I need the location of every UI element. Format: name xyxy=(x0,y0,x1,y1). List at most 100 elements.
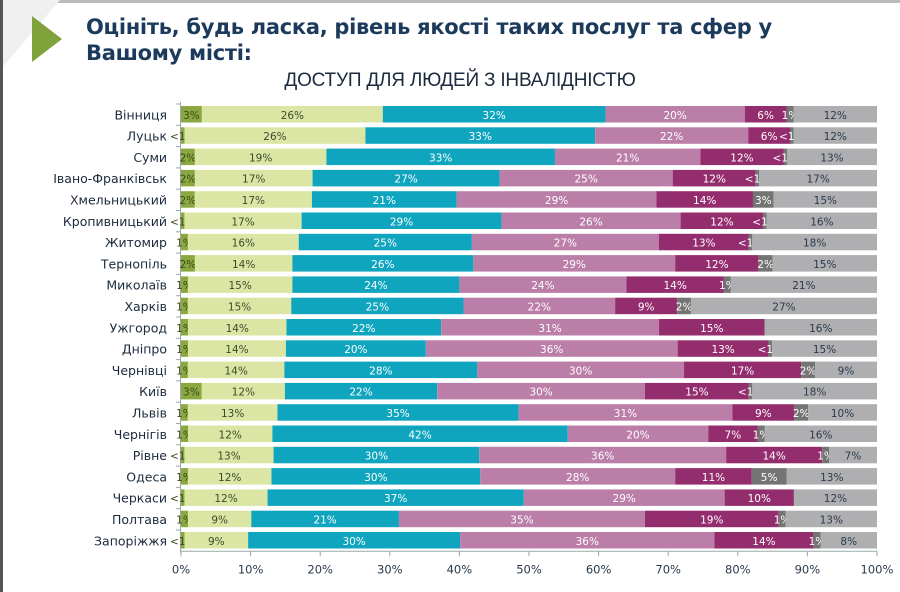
bar-segment-segment-6 xyxy=(748,382,753,400)
bar-segment-segment-4 xyxy=(499,169,673,187)
bar-segment-segment-4 xyxy=(477,361,685,379)
bar-segment-segment-7 xyxy=(772,340,877,357)
bar-segment-segment-3 xyxy=(248,532,461,549)
bar-segment-segment-4 xyxy=(595,127,749,144)
bar-segment-segment-2 xyxy=(184,446,274,464)
bar-segment-segment-5 xyxy=(645,382,749,400)
data-label: 29% xyxy=(563,259,586,271)
bar-segment-segment-7 xyxy=(752,233,877,251)
data-label: 14% xyxy=(762,451,785,463)
category-label: Миколаїв xyxy=(106,278,167,293)
data-label: 21% xyxy=(313,514,336,526)
bar-segment-segment-2 xyxy=(187,468,272,485)
bar-segment-segment-3 xyxy=(251,510,399,528)
data-label: 12% xyxy=(214,493,237,505)
bar-segment-segment-4 xyxy=(473,255,676,272)
data-label: 25% xyxy=(366,301,389,313)
data-label: 24% xyxy=(531,280,554,292)
category-label: Житомир xyxy=(105,235,167,250)
bar-segment-segment-5 xyxy=(700,148,784,166)
data-label: 33% xyxy=(429,152,452,164)
bar-segment-segment-1 xyxy=(181,106,202,123)
data-label: 14% xyxy=(225,344,248,356)
bar-segment-segment-3 xyxy=(267,489,524,506)
data-label: 14% xyxy=(224,365,247,377)
data-label: 17% xyxy=(242,174,265,186)
data-label: 12% xyxy=(218,472,241,484)
data-label: 7% xyxy=(725,429,742,441)
bar-segment-segment-4 xyxy=(441,319,660,336)
data-label: 26% xyxy=(263,131,286,143)
data-label: 2% xyxy=(180,195,197,207)
bar-segment-segment-3 xyxy=(273,446,480,464)
bar-segment-segment-1 xyxy=(181,340,188,357)
x-tick-label: 30% xyxy=(377,562,403,576)
data-label: 3% xyxy=(755,195,772,207)
data-label: 13% xyxy=(221,408,244,420)
data-label: 15% xyxy=(228,301,251,313)
bar-segment-segment-4 xyxy=(605,106,745,123)
bar-segment-segment-7 xyxy=(785,510,877,528)
data-label: 18% xyxy=(803,387,826,399)
bar-segment-segment-3 xyxy=(292,255,474,272)
data-label: 15% xyxy=(700,323,723,335)
bar-segment-segment-3 xyxy=(277,404,519,421)
bar-segment-segment-1 xyxy=(181,233,188,251)
data-label: 29% xyxy=(390,216,413,228)
data-label: 8% xyxy=(840,536,857,548)
bar-segment-segment-7 xyxy=(766,212,877,229)
bar-segment-segment-2 xyxy=(187,404,278,421)
bar-segment-segment-5 xyxy=(672,169,756,187)
data-label: 20% xyxy=(663,110,686,122)
bar-segment-segment-1 xyxy=(181,425,189,442)
x-tick-label: 20% xyxy=(307,562,333,576)
x-tick-label: 0% xyxy=(172,562,190,576)
chart-title: ДОСТУП ДЛЯ ЛЮДЕЙ З ІНВАЛІДНІСТЮ xyxy=(284,70,636,91)
data-label: 22% xyxy=(528,301,551,313)
data-label: 19% xyxy=(700,514,723,526)
data-label: 6% xyxy=(757,110,774,122)
bar-segment-segment-3 xyxy=(311,191,457,208)
data-label: 22% xyxy=(349,387,372,399)
bar-segment-segment-4 xyxy=(398,510,645,528)
bar-segment-segment-6 xyxy=(783,148,787,166)
category-label: Київ xyxy=(139,384,167,399)
data-label: 12% xyxy=(219,429,242,441)
data-label: 22% xyxy=(352,323,375,335)
bar-segment-segment-6 xyxy=(751,468,787,485)
bar-segment-segment-7 xyxy=(764,319,877,336)
bar-segment-segment-6 xyxy=(758,255,773,272)
bar-segment-segment-2 xyxy=(187,361,285,379)
slide-title: Оцініть, будь ласка, рівень якості таких… xyxy=(86,15,772,65)
data-label: 12% xyxy=(824,493,847,505)
bar-segment-segment-4 xyxy=(456,191,657,208)
bar-segment-segment-6 xyxy=(757,425,765,442)
bar-segment-segment-7 xyxy=(820,532,877,549)
bar-segment-segment-5 xyxy=(726,446,823,464)
bar-segment-segment-6 xyxy=(768,340,773,357)
bar-segment-segment-7 xyxy=(772,255,877,272)
bar-segment-segment-6 xyxy=(822,446,829,464)
bar-segment-segment-6 xyxy=(763,212,767,229)
bar-segment-segment-1 xyxy=(181,319,189,336)
bar-segment-segment-5 xyxy=(724,489,794,506)
bar-segment-segment-7 xyxy=(814,361,877,379)
bar-segment-segment-6 xyxy=(677,297,691,315)
data-label: 32% xyxy=(483,110,506,122)
data-label: 2% xyxy=(180,174,197,186)
bar-segment-segment-7 xyxy=(793,127,877,144)
bar-segment-segment-4 xyxy=(463,297,616,315)
x-tick-label: 10% xyxy=(238,562,264,576)
data-label: 2% xyxy=(800,365,817,377)
data-label: 29% xyxy=(613,493,636,505)
bar-segment-segment-2 xyxy=(187,233,299,251)
data-label: 2% xyxy=(757,259,774,271)
data-label: 2% xyxy=(793,408,810,420)
category-label: Чернігів xyxy=(114,427,167,442)
bar-segment-segment-4 xyxy=(437,382,645,400)
bar-segment-segment-1 xyxy=(181,212,185,229)
data-label: 17% xyxy=(231,216,254,228)
bar-segment-segment-1 xyxy=(181,255,195,272)
bar-segment-segment-4 xyxy=(471,233,659,251)
